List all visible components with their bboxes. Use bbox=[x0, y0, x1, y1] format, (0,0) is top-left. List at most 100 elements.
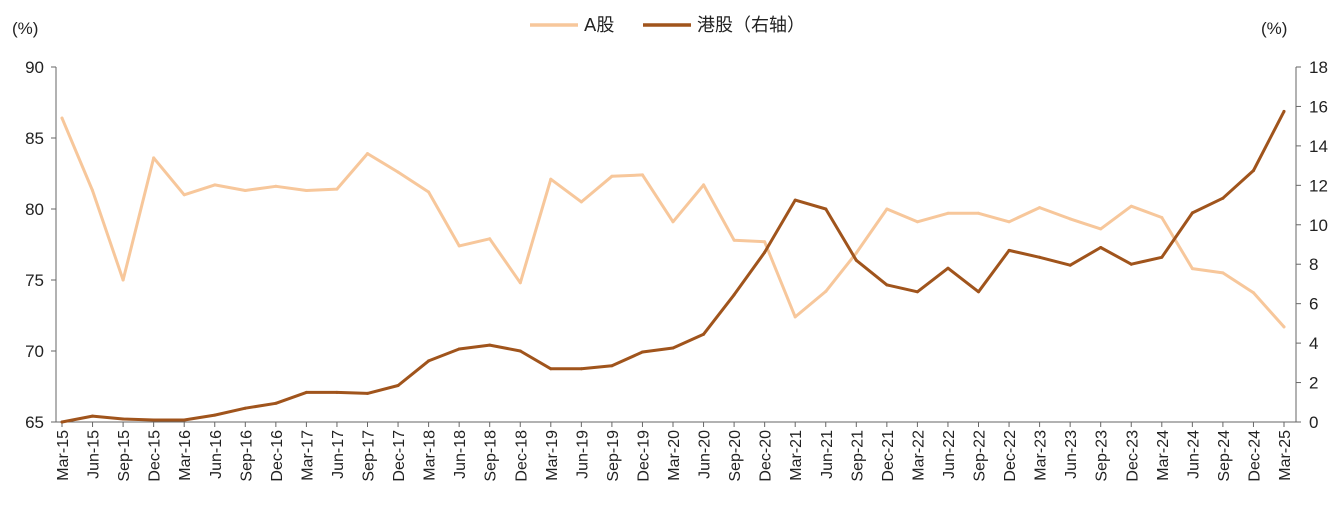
data-point-hk-share bbox=[182, 418, 186, 422]
legend: A股 港股（右轴） bbox=[530, 15, 805, 36]
right-tick-label: 2 bbox=[1309, 374, 1318, 393]
data-point-hk-share bbox=[1099, 246, 1103, 249]
x-tick-label: Sep-24 bbox=[1216, 430, 1233, 482]
data-point-hk-share bbox=[91, 414, 94, 418]
data-point-hk-share bbox=[671, 346, 675, 350]
left-tick-label: 80 bbox=[25, 200, 44, 219]
data-point-a-share bbox=[304, 189, 308, 192]
data-point-hk-share bbox=[1038, 255, 1042, 259]
data-point-a-share bbox=[60, 116, 64, 120]
x-tick-label: Mar-24 bbox=[1155, 430, 1172, 481]
data-point-a-share bbox=[335, 187, 339, 191]
data-point-hk-share bbox=[1129, 262, 1133, 266]
data-point-hk-share bbox=[488, 343, 492, 347]
x-tick-label: Jun-23 bbox=[1063, 430, 1080, 479]
x-tick-label: Mar-17 bbox=[299, 430, 316, 481]
data-point-a-share bbox=[427, 190, 431, 194]
x-tick-label: Dec-19 bbox=[635, 430, 652, 482]
data-point-hk-share bbox=[152, 418, 156, 422]
x-tick-label: Dec-22 bbox=[1002, 430, 1019, 482]
data-point-a-share bbox=[152, 156, 156, 160]
x-tick-label: Sep-19 bbox=[605, 430, 622, 482]
data-point-a-share bbox=[1252, 291, 1255, 295]
data-point-a-share bbox=[579, 200, 583, 204]
x-tick-label: Sep-22 bbox=[972, 430, 989, 482]
data-point-hk-share bbox=[641, 350, 644, 354]
data-point-a-share bbox=[885, 207, 889, 211]
right-tick-label: 14 bbox=[1309, 137, 1328, 156]
data-point-hk-share bbox=[885, 283, 889, 287]
data-point-hk-share bbox=[854, 258, 858, 262]
x-tick-label: Dec-17 bbox=[391, 430, 408, 482]
data-point-a-share bbox=[702, 183, 706, 187]
data-point-a-share bbox=[243, 189, 247, 192]
data-point-a-share bbox=[121, 278, 125, 282]
data-point-hk-share bbox=[732, 293, 736, 297]
right-tick-label: 18 bbox=[1309, 58, 1328, 77]
x-tick-label: Dec-21 bbox=[880, 430, 897, 482]
data-point-hk-share bbox=[518, 349, 522, 353]
data-point-hk-share bbox=[549, 367, 553, 371]
data-point-hk-share bbox=[396, 384, 400, 387]
data-point-hk-share bbox=[427, 359, 431, 363]
x-tick-label: Jun-16 bbox=[208, 430, 225, 479]
data-point-a-share bbox=[1221, 271, 1225, 275]
data-point-hk-share bbox=[824, 207, 828, 211]
x-tick-label: Jun-19 bbox=[574, 430, 591, 479]
data-point-hk-share bbox=[304, 390, 308, 394]
x-tick-label: Sep-23 bbox=[1094, 430, 1111, 482]
data-point-a-share bbox=[824, 289, 828, 293]
data-point-a-share bbox=[610, 174, 614, 178]
legend-label-a-share: A股 bbox=[584, 15, 614, 36]
left-axis-ticks: 65 70 75 80 85 90 bbox=[25, 58, 56, 432]
x-tick-label: Jun-17 bbox=[330, 430, 347, 479]
x-tick-label: Jun-21 bbox=[819, 430, 836, 479]
data-point-a-share bbox=[1190, 267, 1194, 271]
x-tick-label: Dec-20 bbox=[758, 430, 775, 482]
data-point-a-share bbox=[549, 177, 553, 181]
right-tick-label: 12 bbox=[1309, 176, 1328, 195]
data-point-hk-share bbox=[457, 347, 461, 351]
data-point-a-share bbox=[1282, 325, 1286, 329]
right-tick-label: 6 bbox=[1309, 295, 1318, 314]
x-tick-label: Jun-24 bbox=[1185, 430, 1202, 479]
data-point-hk-share bbox=[213, 413, 217, 417]
x-tick-label: Sep-16 bbox=[238, 430, 255, 482]
x-tick-label: Dec-15 bbox=[147, 430, 164, 482]
data-point-a-share bbox=[793, 315, 797, 319]
data-point-a-share bbox=[1068, 217, 1072, 221]
x-tick-label: Mar-25 bbox=[1277, 430, 1294, 481]
data-point-hk-share bbox=[977, 290, 980, 294]
data-point-hk-share bbox=[1252, 169, 1255, 172]
data-point-hk-share bbox=[1068, 263, 1072, 267]
data-point-a-share bbox=[488, 237, 492, 241]
x-tick-label: Dec-24 bbox=[1246, 430, 1263, 482]
data-point-a-share bbox=[977, 211, 980, 215]
data-point-hk-share bbox=[702, 332, 706, 336]
data-point-a-share bbox=[182, 193, 186, 197]
data-point-hk-share bbox=[793, 198, 797, 202]
left-axis-unit: (%) bbox=[12, 19, 38, 38]
data-point-hk-share bbox=[579, 367, 583, 371]
data-point-a-share bbox=[518, 281, 522, 285]
data-point-hk-share bbox=[915, 290, 919, 294]
x-tick-label: Mar-20 bbox=[666, 430, 683, 481]
data-point-a-share bbox=[671, 220, 675, 224]
x-axis-ticks: Mar-15 Jun-15 Sep-15 Dec-15 Mar-16 Jun-16 Sep-… bbox=[55, 422, 1294, 482]
data-point-a-share bbox=[274, 184, 278, 188]
data-point-hk-share bbox=[1160, 255, 1164, 259]
left-tick-label: 65 bbox=[25, 413, 44, 432]
data-point-a-share bbox=[366, 152, 369, 156]
series-line-hk-share bbox=[60, 109, 1286, 424]
series-layer bbox=[60, 109, 1286, 424]
data-point-hk-share bbox=[335, 390, 339, 394]
left-tick-label: 75 bbox=[25, 271, 44, 290]
data-point-a-share bbox=[732, 238, 736, 242]
x-tick-label: Mar-22 bbox=[910, 430, 927, 481]
data-point-a-share bbox=[763, 240, 767, 244]
x-tick-label: Mar-18 bbox=[422, 430, 439, 481]
x-tick-label: Mar-19 bbox=[544, 430, 561, 481]
x-tick-label: Sep-20 bbox=[727, 430, 744, 482]
data-point-a-share bbox=[946, 211, 950, 215]
